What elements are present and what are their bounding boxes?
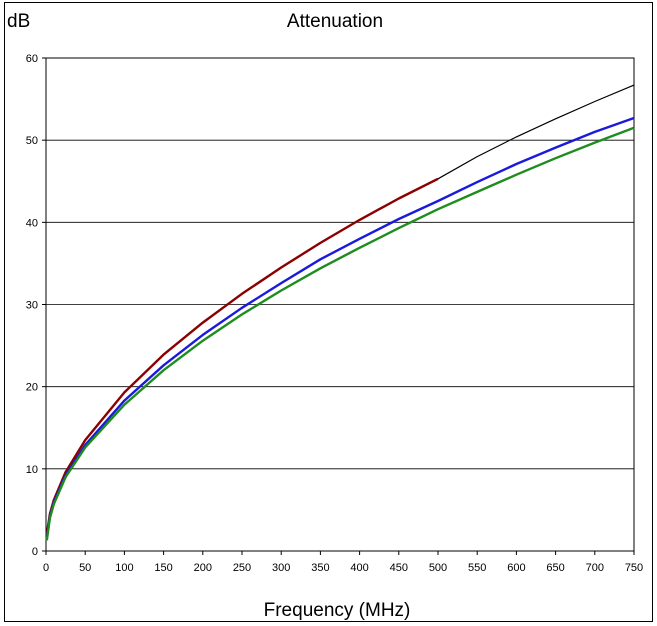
- x-axis-title: Frequency (MHz): [264, 600, 411, 621]
- y-tick-label: 20: [26, 382, 38, 394]
- y-tick-label: 0: [32, 546, 38, 558]
- x-tick-label: 100: [115, 562, 133, 574]
- x-tick-label: 600: [507, 562, 525, 574]
- series-line-3: [45, 116, 635, 539]
- plot-area: [42, 57, 635, 555]
- x-tick-label: 200: [194, 562, 212, 574]
- x-tick-label: 250: [233, 562, 251, 574]
- x-tick-label: 300: [272, 562, 290, 574]
- y-tick-label: 40: [26, 217, 38, 229]
- y-tick-label: 10: [26, 464, 38, 476]
- series-line-2: [45, 177, 439, 535]
- x-tick-label: 750: [625, 562, 643, 574]
- y-axis-unit-label: dB: [7, 11, 30, 32]
- chart-title: Attenuation: [287, 11, 383, 32]
- x-tick-label: 400: [350, 562, 368, 574]
- series-line-4: [45, 126, 635, 541]
- x-tick-label: 700: [586, 562, 604, 574]
- x-tick-labels: 0 50 100 150 200 250 300 350 400 450 500 550 600 650 7…: [43, 562, 643, 574]
- y-tick-label: 60: [26, 53, 38, 65]
- gridlines: [46, 139, 634, 470]
- chart-frame: [4, 2, 653, 622]
- series-lines: [45, 84, 635, 541]
- x-tick-label: 550: [468, 562, 486, 574]
- x-tick-label: 650: [546, 562, 564, 574]
- x-tick-label: 500: [429, 562, 447, 574]
- y-tick-label: 50: [26, 135, 38, 147]
- x-tick-label: 450: [390, 562, 408, 574]
- x-tick-label: 50: [79, 562, 91, 574]
- y-tick-label: 30: [26, 300, 38, 312]
- x-tick-label: 350: [311, 562, 329, 574]
- x-tick-label: 150: [154, 562, 172, 574]
- y-tick-labels: 0 10 20 30 40 50 60: [26, 53, 38, 558]
- x-tick-label: 0: [43, 562, 49, 574]
